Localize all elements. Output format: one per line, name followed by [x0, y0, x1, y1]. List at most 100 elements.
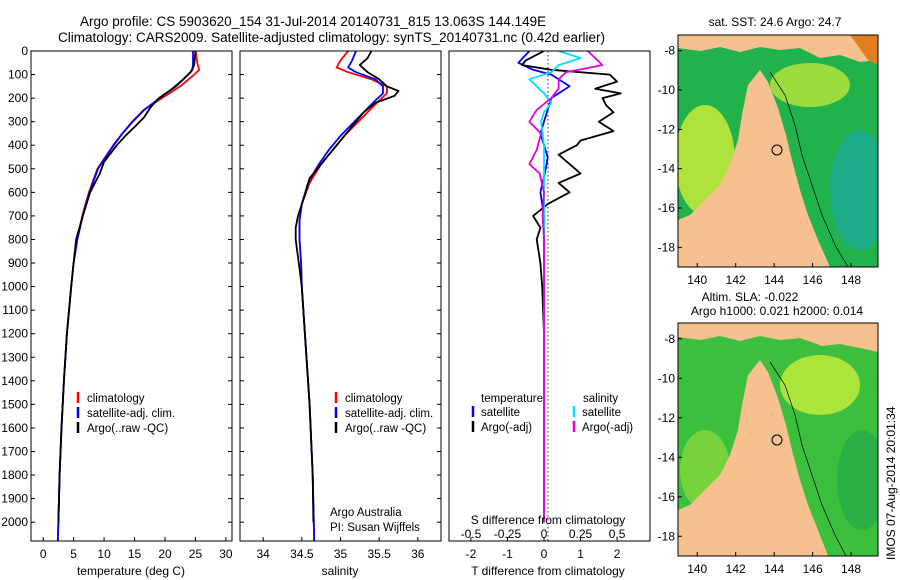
map-x-tick-label: 140	[687, 273, 707, 287]
map-x-tick-label: 140	[687, 562, 707, 576]
sla-map-frame	[677, 322, 879, 557]
sla-map-y-ticks: -8 -10 -12 -14 -16 -18	[658, 332, 682, 543]
salinity-xlabel: salinity	[322, 564, 359, 578]
x-tick-label: 35	[334, 547, 348, 561]
x-tick-label: 0	[40, 547, 47, 561]
salinity-series	[294, 51, 400, 541]
difference-s-ticks: -0.5 -0.25 0 0.25 0.5	[461, 527, 626, 541]
difference-s-label: S difference from climatology	[471, 513, 626, 527]
s-tick-label: -0.5	[461, 527, 482, 541]
series-line-d-1	[521, 51, 622, 523]
temperature-legend-climatology: climatology	[87, 393, 145, 405]
x-tick-label: 10	[97, 547, 111, 561]
series-line-s-2	[294, 51, 400, 523]
difference-legend-header-temperature: temperature	[481, 393, 543, 405]
sla-map-title-line2: Argo h1000: 0.021 h2000: 0.014	[691, 304, 863, 318]
sst-map-image	[678, 35, 878, 267]
temperature-panel: 0 5 10 15 20 25 30 0 100 200 300 400 500 600 700 800 90…	[1, 44, 233, 578]
sst-map-reef-line	[769, 71, 849, 267]
map-x-tick-label: 148	[841, 562, 861, 576]
map-y-tick-label: -8	[664, 44, 675, 58]
s-tick-label: 0	[541, 527, 548, 541]
x-tick-label: 1	[577, 547, 584, 561]
x-tick-label: 34.5	[290, 547, 314, 561]
salinity-annotation-org: Argo Australia	[330, 507, 402, 519]
y-tick-label: 600	[8, 185, 28, 199]
y-tick-label: 200	[8, 91, 28, 105]
x-tick-label: 5	[70, 547, 77, 561]
map-x-tick-label: 142	[726, 273, 746, 287]
salinity-legend: climatology satellite-adj. clim. Argo(..…	[334, 392, 433, 435]
temperature-axes-frame	[30, 50, 233, 542]
temperature-legend: climatology satellite-adj. clim. Argo(..…	[76, 392, 175, 435]
temperature-x-ticks: 0 5 10 15 20 25 30	[40, 537, 233, 561]
sst-map-cool-patch-east	[830, 130, 878, 250]
salinity-legend-climatology: climatology	[345, 393, 403, 405]
map-y-tick-label: -10	[658, 83, 676, 97]
difference-axes-frame	[448, 50, 651, 542]
sst-map-warm-patch-north	[770, 63, 850, 107]
x-tick-label: 15	[128, 547, 142, 561]
y-tick-label: 800	[8, 232, 28, 246]
sla-map-image	[678, 323, 878, 556]
series-line-t-1	[56, 51, 194, 541]
map-y-tick-label: -18	[658, 529, 676, 543]
x-tick-label: 35.5	[367, 547, 391, 561]
s-tick-label: 0.25	[569, 527, 593, 541]
y-tick-label: 1000	[1, 280, 28, 294]
sst-map-land-corner	[850, 35, 878, 65]
y-tick-label: 1900	[1, 492, 28, 506]
s-tick-label: 0.5	[609, 527, 626, 541]
difference-t-label: T difference from climatology	[471, 564, 625, 578]
map-x-tick-label: 148	[841, 273, 861, 287]
map-y-tick-label: -16	[658, 490, 676, 504]
y-tick-label: 0	[21, 44, 28, 58]
series-line-t-2	[57, 51, 197, 523]
s-tick-label: -0.25	[494, 527, 522, 541]
x-tick-label: 2	[614, 547, 621, 561]
salinity-x-ticks: 34 34.5 35 35.5 36	[257, 537, 425, 561]
sst-map-panel: sat. SST: 24.6 Argo: 24.7 140 142 144 146 14…	[658, 15, 879, 287]
map-y-tick-label: -14	[658, 450, 676, 464]
map-x-tick-label: 142	[726, 562, 746, 576]
x-tick-label: 34	[257, 547, 271, 561]
salinity-y-ticks	[240, 50, 441, 523]
y-tick-label: 500	[8, 162, 28, 176]
salinity-panel: 34 34.5 35 35.5 36 salinity climatology sate…	[239, 50, 442, 578]
y-tick-label: 1800	[1, 468, 28, 482]
salinity-legend-argo: Argo(..raw -QC)	[345, 423, 426, 435]
salinity-legend-satellite: satellite-adj. clim.	[345, 408, 433, 420]
difference-legend-t-satellite: satellite	[481, 407, 520, 419]
x-tick-label: -2	[466, 547, 477, 561]
difference-x-ticks: -2 -1 0 1 2	[466, 537, 621, 561]
sla-map-reef-line	[769, 361, 847, 556]
figure-title-line1: Argo profile: CS 5903620_154 31-Jul-2014…	[80, 14, 546, 29]
y-tick-label: 900	[8, 256, 28, 270]
series-line-d-2	[528, 51, 582, 523]
map-y-tick-label: -12	[658, 122, 676, 136]
temperature-series	[56, 51, 201, 541]
map-y-tick-label: -12	[658, 411, 676, 425]
y-tick-label: 1500	[1, 397, 28, 411]
temperature-legend-argo: Argo(..raw -QC)	[87, 423, 168, 435]
difference-legend-header-salinity: salinity	[583, 393, 618, 405]
temperature-y-ticks: 0 100 200 300 400 500 600 700 800 900 1000 1100 1200…	[1, 44, 232, 529]
imos-timestamp-label: IMOS 07-Aug-2014 20:01:34	[884, 406, 898, 560]
sla-map-high-patch-north	[780, 355, 860, 415]
y-tick-label: 300	[8, 115, 28, 129]
sst-map-y-ticks: -8 -10 -12 -14 -16 -18	[658, 44, 682, 254]
sla-map-x-ticks: 140 142 144 146 148	[687, 552, 861, 576]
temperature-legend-satellite: satellite-adj. clim.	[87, 408, 175, 420]
difference-legend-s-satellite: satellite	[582, 407, 621, 419]
map-y-tick-label: -8	[664, 332, 675, 346]
difference-legend-s-argo: Argo(-adj)	[582, 422, 633, 434]
map-y-tick-label: -14	[658, 162, 676, 176]
map-y-tick-label: -18	[658, 240, 676, 254]
x-tick-label: 0	[541, 547, 548, 561]
sst-map-land-north	[678, 35, 878, 62]
map-x-tick-label: 146	[803, 273, 823, 287]
y-tick-label: 1300	[1, 350, 28, 364]
sla-map-land-capeyork	[678, 360, 828, 556]
x-tick-label: 25	[189, 547, 203, 561]
